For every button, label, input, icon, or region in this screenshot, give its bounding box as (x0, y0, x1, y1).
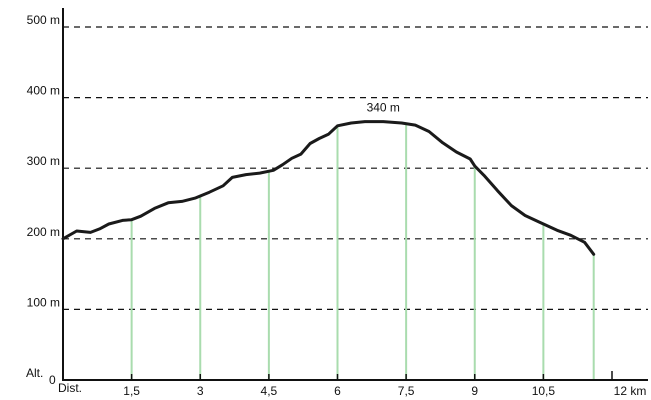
x-axis-unit-label: 12 km (614, 384, 647, 398)
series-group (61, 120, 596, 256)
y-axis-start-label: Alt. (26, 366, 43, 380)
elevation-line (61, 120, 596, 256)
y-tick-label: 300 m (27, 154, 60, 168)
axes (62, 8, 648, 381)
y-tick-label: 400 m (27, 84, 60, 98)
y-tick-label: 500 m (27, 13, 60, 27)
y-tick-label: 200 m (27, 225, 60, 239)
y-tick-labels: 100 m 200 m 300 m 400 m 500 m Alt. 0 (26, 13, 60, 387)
x-tick-labels: 1,5 3 4,5 6 7,5 9 10,5 12 km Dist. (58, 381, 646, 398)
x-tick-label: 3 (197, 384, 204, 398)
y-origin-label: 0 (49, 373, 56, 387)
y-tick-label: 100 m (27, 295, 60, 309)
x-tick-label: 10,5 (532, 384, 556, 398)
x-tick-label: 6 (334, 384, 341, 398)
annotations: 340 m (367, 101, 400, 115)
x-tick-label: 7,5 (398, 384, 415, 398)
x-tick-label: 4,5 (261, 384, 278, 398)
x-axis-start-label: Dist. (58, 381, 82, 395)
x-tick-label: 9 (471, 384, 478, 398)
peak-annotation: 340 m (367, 101, 400, 115)
grid-lines (63, 26, 648, 310)
drop-lines (130, 123, 595, 380)
x-tick-label: 1,5 (123, 384, 140, 398)
